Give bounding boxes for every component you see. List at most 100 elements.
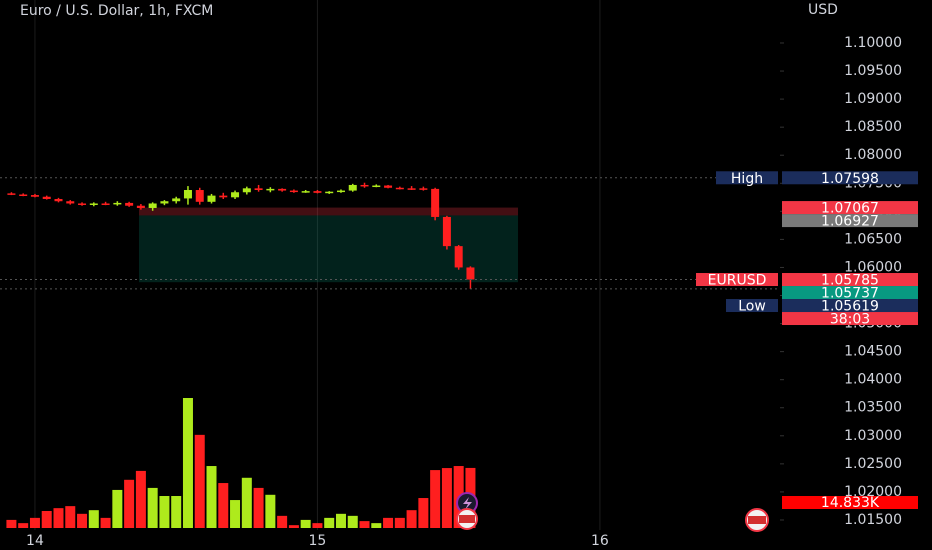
volume-bar bbox=[241, 477, 252, 528]
candle-body bbox=[419, 188, 428, 190]
candle-body bbox=[454, 246, 463, 268]
axis-unit: USD bbox=[808, 2, 838, 18]
x-tick-label: 16 bbox=[591, 533, 609, 549]
volume-bar bbox=[77, 513, 88, 528]
volume-bar bbox=[135, 470, 146, 528]
volume-bar bbox=[53, 508, 64, 528]
candle-body bbox=[384, 185, 393, 188]
volume-bar bbox=[300, 519, 311, 528]
volume-bar bbox=[277, 515, 288, 528]
volume-bar bbox=[335, 513, 346, 528]
candle-body bbox=[360, 184, 369, 187]
y-tick-label: 1.02500 bbox=[844, 456, 902, 472]
price-label-box bbox=[782, 201, 918, 215]
volume-bar bbox=[6, 519, 17, 528]
volume-bar bbox=[265, 494, 276, 528]
flag bbox=[748, 516, 766, 524]
candle-body bbox=[466, 267, 475, 280]
stop-zone bbox=[139, 207, 518, 216]
volume-bar bbox=[88, 510, 99, 528]
price-label-box bbox=[782, 171, 918, 185]
volume-bar bbox=[218, 483, 229, 528]
volume-bar bbox=[418, 498, 429, 528]
volume-bar bbox=[18, 523, 29, 528]
volume-label-box bbox=[782, 496, 918, 509]
candle-body bbox=[113, 202, 122, 205]
candle-body bbox=[266, 188, 275, 191]
candle-body bbox=[66, 201, 75, 204]
candle-body bbox=[172, 198, 181, 202]
price-label-value: 1.06927 bbox=[821, 214, 879, 230]
candle-body bbox=[289, 190, 298, 193]
y-tick-label: 1.08000 bbox=[844, 147, 902, 163]
price-label-value: 1.07598 bbox=[821, 171, 879, 187]
candle-body bbox=[148, 203, 157, 208]
candle-body bbox=[301, 191, 310, 193]
y-tick-label: 1.03000 bbox=[844, 428, 902, 444]
candle-body bbox=[42, 196, 51, 199]
price-label-box bbox=[782, 214, 918, 228]
price-label-box bbox=[782, 273, 918, 287]
volume-bar bbox=[347, 515, 358, 528]
y-tick-label: 1.06500 bbox=[844, 231, 902, 247]
candle-body bbox=[313, 191, 322, 193]
candle-body bbox=[325, 191, 334, 194]
volume-label: 14.833K bbox=[821, 495, 880, 511]
candle-body bbox=[30, 195, 39, 197]
price-label-value: 1.05737 bbox=[821, 286, 879, 302]
y-tick-label: 1.04000 bbox=[844, 372, 902, 388]
candle-body bbox=[231, 192, 240, 198]
price-label-name-box bbox=[696, 273, 778, 287]
candle-body bbox=[242, 188, 251, 193]
candle-body bbox=[395, 187, 404, 190]
volume-bar bbox=[171, 496, 182, 528]
volume-bar bbox=[312, 523, 323, 528]
candle-body bbox=[431, 188, 440, 217]
volume-bar bbox=[112, 489, 123, 528]
volume-bar bbox=[441, 468, 452, 528]
price-label-name: EURUSD bbox=[708, 273, 767, 289]
y-tick-label: 1.04500 bbox=[844, 344, 902, 360]
price-label-name-box bbox=[716, 171, 778, 185]
price-label-value: 1.05785 bbox=[821, 273, 879, 289]
y-tick-label: 1.06000 bbox=[844, 259, 902, 275]
volume-bar bbox=[406, 510, 417, 528]
candle-body bbox=[254, 188, 263, 191]
price-label-name: Low bbox=[738, 299, 766, 315]
volume-bar bbox=[230, 500, 241, 528]
candle-body bbox=[372, 185, 381, 188]
candle-body bbox=[207, 195, 216, 202]
volume-bar bbox=[324, 517, 335, 528]
candle-body bbox=[195, 190, 204, 202]
candle-body bbox=[183, 190, 192, 199]
volume-bar bbox=[147, 487, 158, 528]
volume-bar bbox=[41, 510, 52, 528]
price-label-name: High bbox=[731, 171, 763, 187]
price-label-box bbox=[782, 299, 918, 313]
volume-bar bbox=[371, 523, 382, 528]
volume-bar bbox=[124, 479, 135, 528]
price-label-name-box bbox=[726, 299, 778, 313]
event-icons bbox=[456, 492, 769, 532]
candle-body bbox=[89, 203, 98, 205]
volume-bar bbox=[430, 470, 441, 528]
volume-bar bbox=[194, 434, 205, 528]
y-tick-label: 1.10000 bbox=[844, 35, 902, 51]
chart-title: Euro / U.S. Dollar, 1h, FXCM bbox=[20, 3, 213, 19]
y-tick-label: 1.09500 bbox=[844, 63, 902, 79]
y-tick-label: 1.03500 bbox=[844, 400, 902, 416]
volume-bar bbox=[253, 487, 264, 528]
candle-body bbox=[7, 193, 16, 195]
flag bbox=[459, 515, 475, 523]
candle-body bbox=[19, 194, 28, 197]
y-tick-label: 1.08500 bbox=[844, 119, 902, 135]
y-tick-label: 1.01500 bbox=[844, 512, 902, 528]
volume-bar bbox=[206, 466, 217, 528]
candle-body bbox=[336, 190, 345, 193]
candle-body bbox=[160, 201, 169, 204]
volume-bar bbox=[159, 496, 170, 528]
candle-body bbox=[136, 205, 145, 208]
price-label-value: 1.07067 bbox=[821, 201, 879, 217]
